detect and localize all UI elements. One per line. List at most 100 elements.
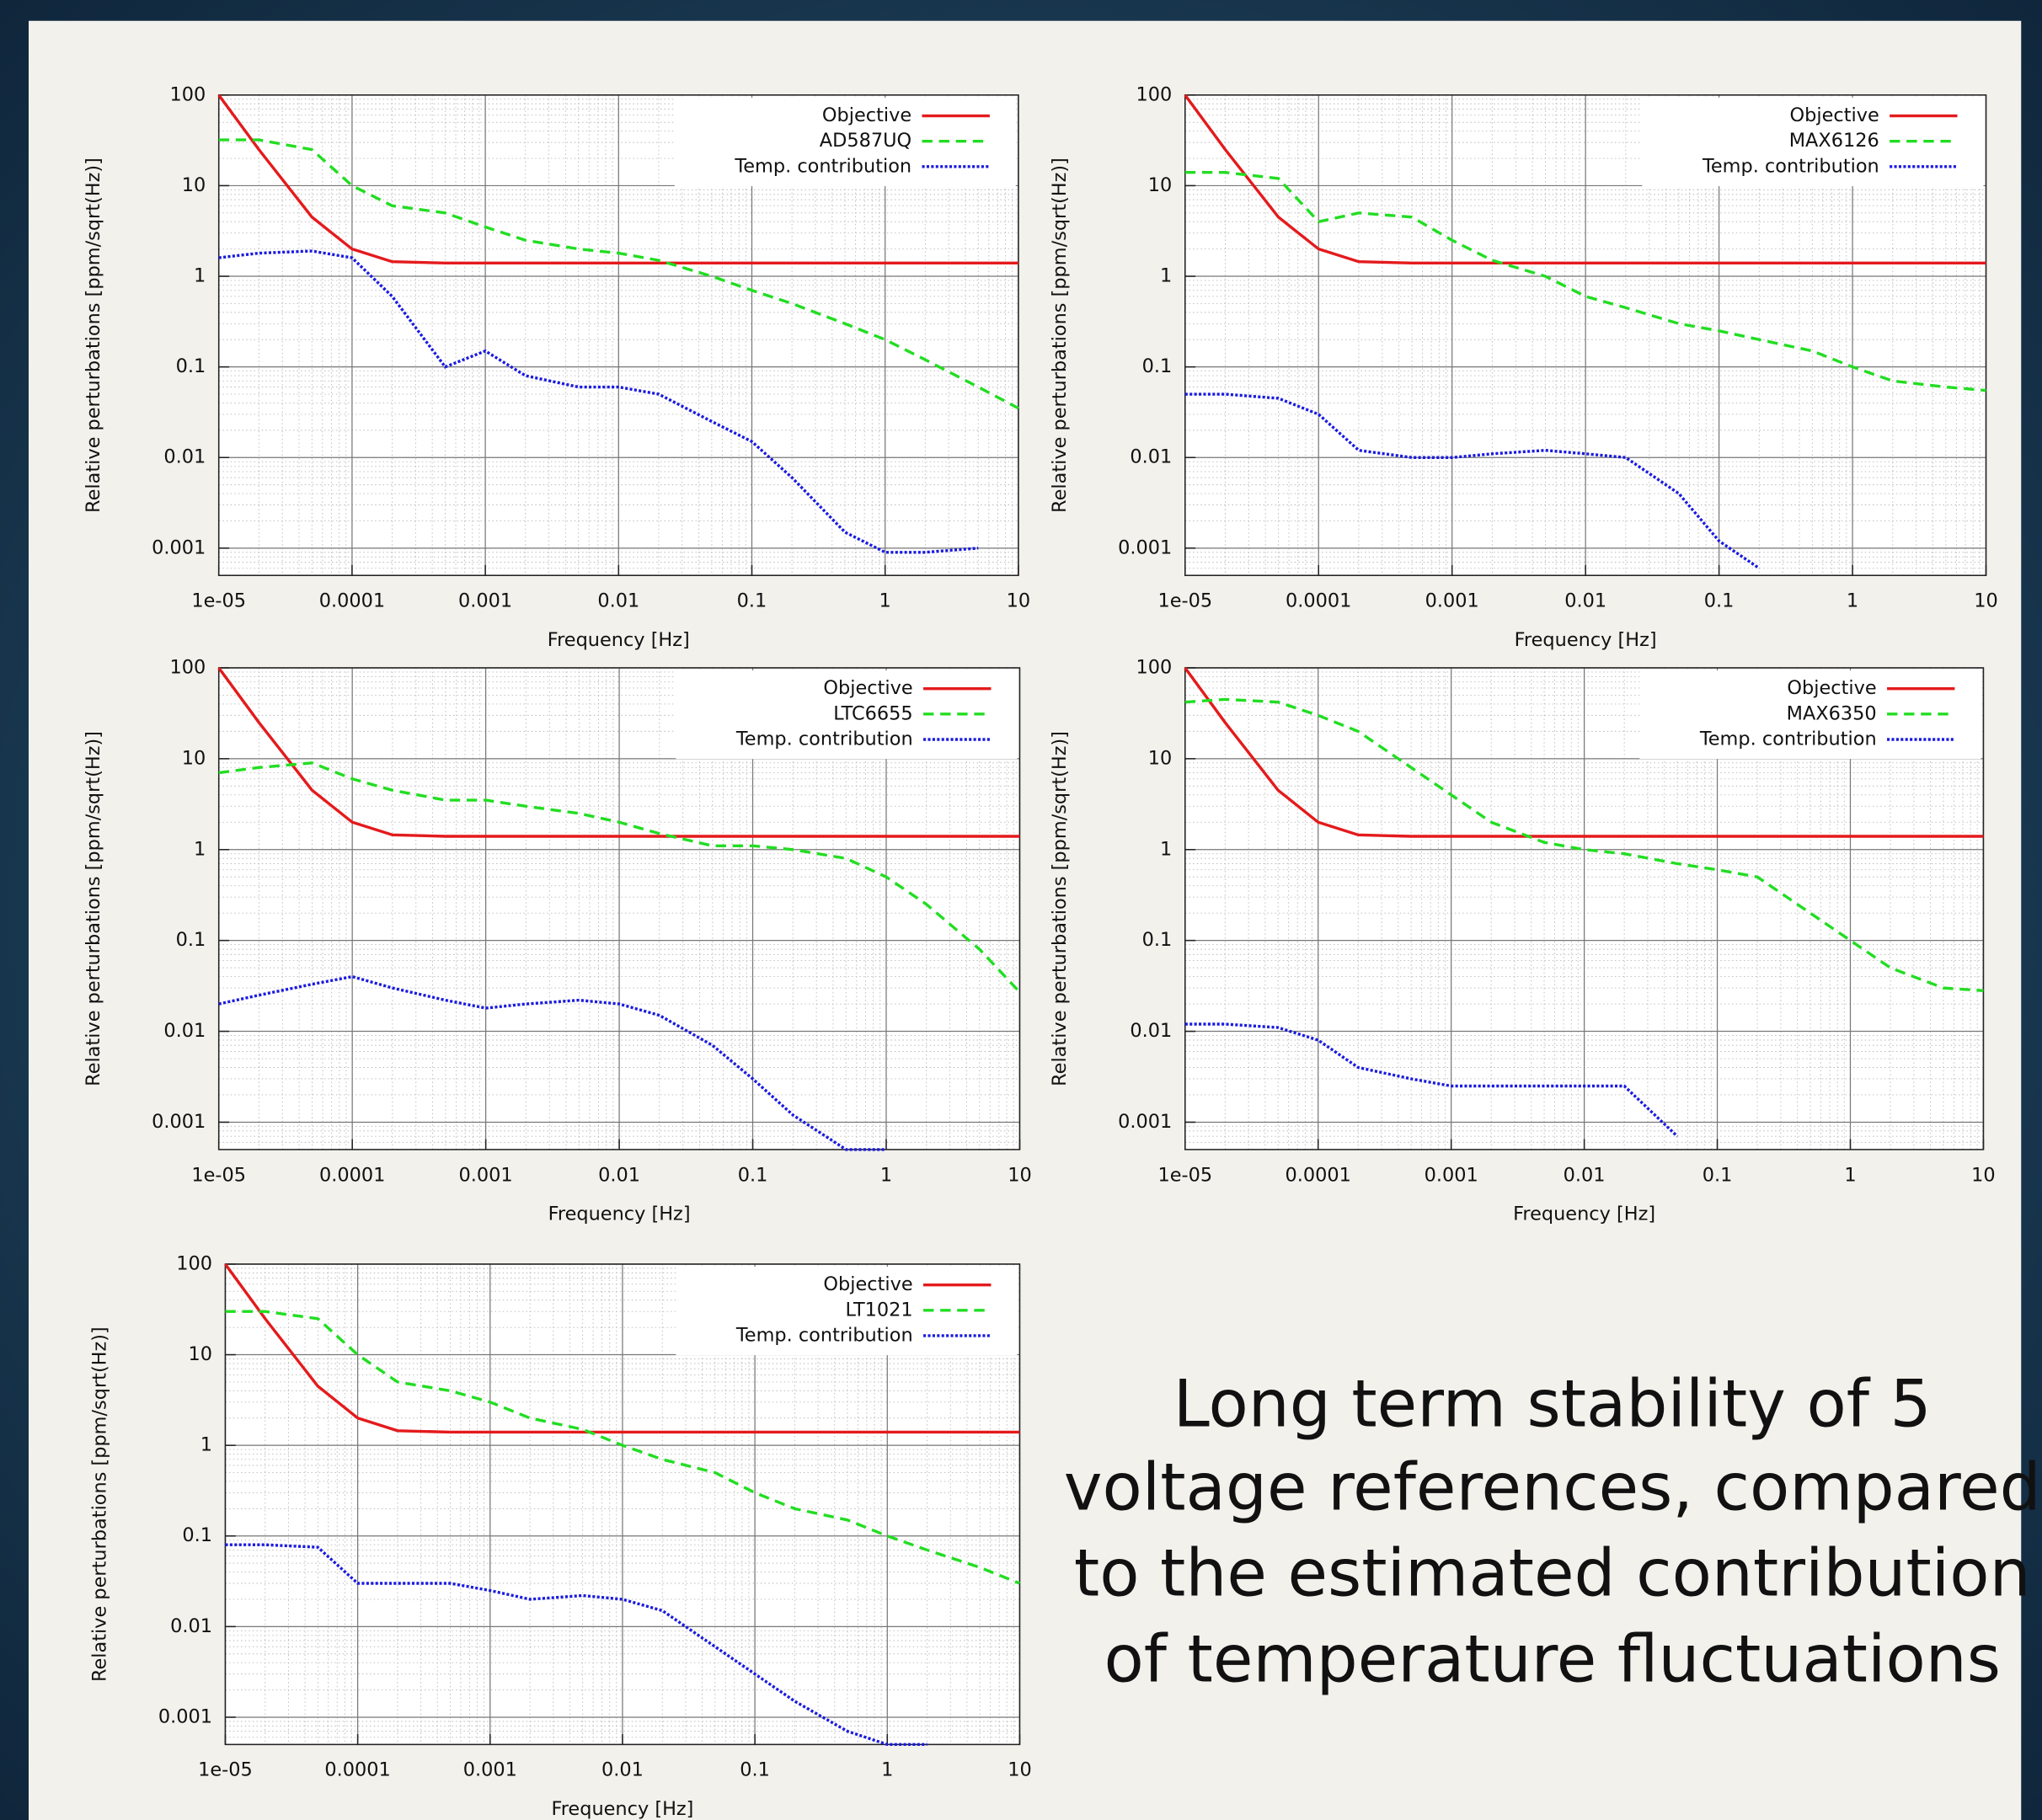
plot-frame [217,94,1019,577]
x-axis-label: Frequency [Hz] [1515,629,1657,651]
y-tick-label: 0.01 [1130,446,1172,468]
x-tick-label: 0.1 [1704,590,1735,612]
y-tick-label: 0.01 [1130,1020,1172,1042]
legend-label: Temp. contribution [734,155,911,177]
y-tick-label: 0.001 [152,536,206,558]
legend-label: Temp. contribution [1702,155,1879,177]
y-tick-label: 100 [169,83,206,105]
y-tick-label: 0.001 [152,1111,206,1133]
x-tick-label: 0.0001 [1286,590,1351,612]
x-tick-label: 0.1 [738,1164,768,1186]
x-tick-label: 1 [1847,590,1858,612]
x-tick-label: 0.1 [737,590,767,612]
legend-label: Objective [823,1273,912,1295]
series-line [218,974,886,1151]
legend-label: Temp. contribution [1699,729,1877,750]
y-axis-label: Relative perturbations [ppm/sqrt(Hz)] [89,1326,111,1682]
y-tick-label: 10 [182,174,206,196]
legend-label: Objective [1790,104,1879,126]
x-tick-label: 10 [1008,1759,1032,1781]
x-tick-label: 0.01 [597,590,639,612]
y-tick-label: 0.1 [176,929,206,951]
x-tick-label: 0.1 [740,1759,770,1781]
caption-line: voltage references, compared [1064,1449,2041,1525]
x-tick-label: 0.01 [1564,1164,1606,1186]
x-tick-label: 0.001 [458,590,512,612]
y-tick-label: 1 [1160,838,1172,860]
y-tick-label: 1 [194,838,206,860]
legend-label: Temp. contribution [735,729,913,750]
series-line [225,1543,927,1747]
x-tick-label: 1 [881,1759,893,1781]
x-tick-label: 10 [1971,1164,1996,1186]
y-tick-label: 0.001 [158,1705,212,1727]
y-tick-label: 100 [1136,83,1173,105]
legend-label: AD587UQ [820,130,911,152]
x-axis-label: Frequency [Hz] [551,1798,693,1820]
x-tick-label: 0.001 [1425,590,1479,612]
chart: 1e-05 0.0001 0.001 0.01 0.1 1 10 0.001 0.01 0.1 1 1… [1049,656,1996,1225]
y-tick-label: 0.01 [163,1020,206,1042]
y-tick-label: 0.001 [1118,536,1172,558]
y-tick-label: 1 [200,1434,212,1456]
y-tick-label: 0.01 [163,446,206,468]
y-tick-label: 1 [194,265,206,287]
x-tick-label: 10 [1008,1164,1032,1186]
x-tick-label: 0.001 [459,1164,513,1186]
x-tick-label: 0.0001 [1286,1164,1351,1186]
series-line [224,1262,1020,1434]
chart: 1e-05 0.0001 0.001 0.01 0.1 1 10 0.001 0.01 0.1 1 1… [1049,83,1998,651]
y-tick-label: 0.001 [1118,1111,1172,1133]
x-tick-label: 1e-05 [198,1759,253,1781]
legend-label: MAX6126 [1789,130,1879,152]
y-tick-label: 0.1 [176,355,206,377]
x-axis-label: Frequency [Hz] [1513,1204,1655,1225]
legend-label: Objective [1787,677,1876,699]
series-line [218,761,1021,994]
legend-label: Temp. contribution [735,1324,913,1346]
y-tick-label: 100 [176,1252,212,1274]
series-line [218,138,1019,410]
legend-label: MAX6350 [1787,702,1877,724]
x-tick-label: 0.0001 [319,590,385,612]
legend-label: LT1021 [846,1299,913,1321]
caption-line: Long term stability of 5 [1173,1367,1932,1443]
x-tick-label: 0.0001 [324,1759,390,1781]
y-tick-label: 10 [1148,747,1173,769]
y-tick-label: 0.1 [1142,929,1173,951]
x-tick-label: 1e-05 [191,1164,246,1186]
x-tick-label: 1 [880,1164,892,1186]
x-tick-label: 0.001 [463,1759,517,1781]
series-line [1184,666,1984,838]
x-tick-label: 0.0001 [319,1164,385,1186]
x-tick-label: 1e-05 [1157,590,1212,612]
x-tick-label: 1e-05 [1157,1164,1212,1186]
x-tick-label: 0.001 [1425,1164,1478,1186]
x-tick-label: 0.01 [1564,590,1606,612]
plot-frame [1184,667,1985,1150]
y-tick-label: 100 [169,656,206,678]
y-tick-label: 0.01 [170,1615,212,1637]
caption-line: of temperature fluctuations [1104,1621,2001,1697]
y-axis-label: Relative perturbations [ppm/sqrt(Hz)] [83,731,104,1086]
legend-label: Objective [822,104,911,126]
x-axis-label: Frequency [Hz] [548,1204,691,1225]
x-tick-label: 1 [1844,1164,1856,1186]
chart: 1e-05 0.0001 0.001 0.01 0.1 1 10 0.001 0.01 0.1 1 1… [83,656,1032,1225]
y-tick-label: 10 [188,1343,212,1365]
series-line [1184,93,1986,265]
plot-frame [217,667,1021,1150]
caption-line: to the estimated contribution [1074,1535,2031,1611]
legend-label: LTC6655 [833,702,912,724]
x-tick-label: 10 [1007,590,1031,612]
y-tick-label: 0.1 [182,1524,212,1546]
chart: 1e-05 0.0001 0.001 0.01 0.1 1 10 0.001 0.01 0.1 1 1… [89,1252,1032,1820]
chart: 1e-05 0.0001 0.001 0.01 0.1 1 10 0.001 0.01 0.1 1 1… [83,83,1030,651]
plot-frame [224,1263,1021,1746]
y-tick-label: 10 [182,747,206,769]
plot-frame [1184,94,1987,577]
series-line [1184,171,1986,392]
y-axis-label: Relative perturbations [ppm/sqrt(Hz)] [1049,157,1071,513]
x-tick-label: 1 [879,590,891,612]
